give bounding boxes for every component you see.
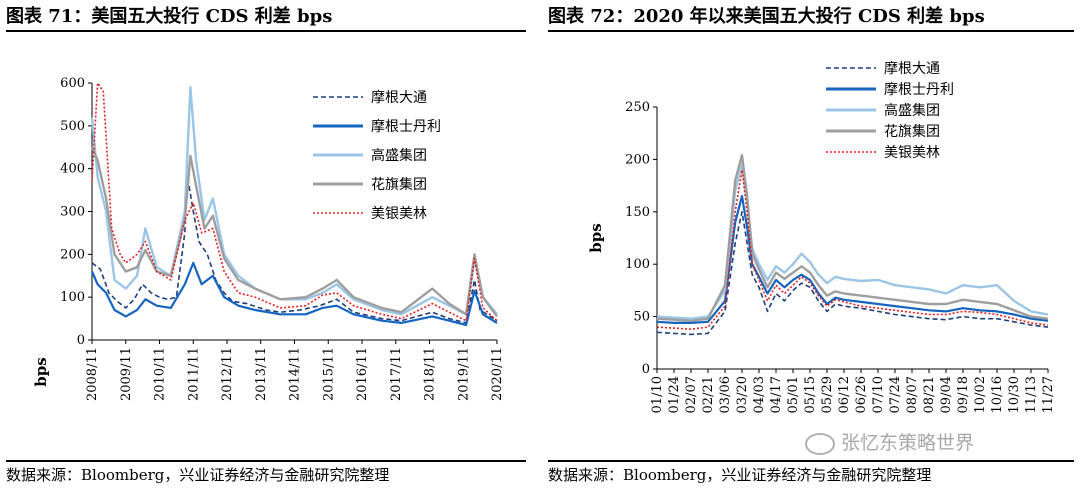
x-tick-label: 04/17 (769, 376, 784, 413)
x-tick-label: 01/24 (667, 376, 682, 413)
x-tick-label: 05/15 (803, 376, 818, 413)
y-tick-label: 200 (625, 152, 650, 167)
y-axis-label: bps (32, 357, 50, 386)
x-tick-label: 09/18 (956, 376, 971, 413)
series-line-1 (656, 211, 1049, 336)
title-rule-left (6, 30, 526, 32)
x-tick-label: 01/10 (650, 376, 665, 413)
y-tick-label: 100 (60, 290, 85, 305)
wechat-icon (805, 432, 835, 455)
chart-title-left: 图表 71：美国五大投行 CDS 利差 bps (6, 6, 333, 27)
x-tick-label: 04/03 (752, 376, 767, 413)
x-tick-label: 06/12 (837, 376, 852, 413)
x-tick-label: 05/29 (820, 376, 835, 413)
y-tick-label: 50 (633, 310, 650, 325)
y-tick-label: 100 (625, 257, 650, 272)
legend-label-2: 摩根士丹利 (884, 81, 954, 98)
x-tick-label: 03/20 (735, 376, 750, 413)
x-tick-label: 2013/11 (254, 347, 269, 401)
series-line-3 (90, 86, 498, 316)
series-line-5 (91, 82, 498, 322)
legend-label-1: 摩根大通 (884, 60, 940, 77)
legend-label-3: 高盛集团 (371, 147, 427, 164)
y-tick-label: 250 (625, 100, 650, 115)
x-tick-label: 2012/11 (220, 347, 235, 401)
x-tick-label: 2011/11 (186, 347, 201, 401)
x-tick-label: 2009/11 (119, 347, 134, 401)
source-rule-left (6, 460, 526, 462)
source-note-right: 数据来源：Bloomberg，兴业证券经济与金融研究院整理 (548, 466, 932, 484)
y-tick-label: 400 (60, 162, 85, 177)
legend-label-1: 摩根大通 (371, 89, 427, 106)
x-tick-label: 08/07 (905, 376, 920, 413)
y-tick-label: 150 (625, 205, 650, 220)
source-rule-right (548, 460, 1074, 462)
x-tick-label: 2015/11 (321, 347, 336, 401)
x-tick-label: 09/04 (939, 376, 954, 413)
y-tick-label: 600 (60, 76, 85, 91)
x-tick-label: 02/21 (701, 376, 716, 413)
source-note-left: 数据来源：Bloomberg，兴业证券经济与金融研究院整理 (6, 466, 390, 484)
x-tick-label: 06/26 (854, 376, 869, 413)
x-tick-label: 2016/11 (355, 347, 370, 401)
x-tick-label: 2014/11 (288, 347, 303, 401)
x-tick-label: 03/06 (718, 376, 733, 413)
series-line-4 (90, 146, 498, 318)
watermark: 张忆东策略世界 (805, 428, 974, 455)
x-tick-label: 07/10 (871, 376, 886, 413)
x-tick-label: 2017/11 (389, 347, 404, 401)
x-tick-label: 08/21 (922, 376, 937, 413)
cds-spread-chart-full: 0 100 200 300 400 500 600 bps 2008/11 2009/11 2010… (32, 76, 505, 401)
y-axis-label: bps (587, 223, 605, 252)
y-tick-label: 0 (77, 333, 85, 348)
series-line-3 (656, 163, 1049, 320)
x-tick-label: 10/30 (1007, 376, 1022, 413)
legend-label-5: 美银美林 (371, 206, 427, 222)
x-tick-label: 02/07 (684, 376, 699, 413)
series-line-4 (656, 154, 1049, 322)
legend-label-4: 花旗集团 (884, 123, 940, 140)
series-line-5 (656, 169, 1049, 330)
legend-label-3: 高盛集团 (884, 102, 940, 119)
legend-label-2: 摩根士丹利 (371, 118, 441, 135)
series-line-2 (656, 195, 1049, 324)
y-tick-label: 300 (60, 205, 85, 220)
x-tick-label: 05/01 (786, 376, 801, 413)
x-tick-label: 10/02 (973, 376, 988, 413)
x-tick-label: 11/13 (1024, 376, 1039, 413)
y-tick-label: 200 (60, 247, 85, 262)
watermark-text: 张忆东策略世界 (841, 432, 975, 454)
legend-label-4: 花旗集团 (371, 176, 427, 193)
x-tick-label: 2020/11 (490, 347, 505, 401)
y-tick-label: 0 (642, 362, 650, 377)
x-tick-label: 2008/11 (85, 347, 100, 401)
title-rule-right (548, 30, 1074, 32)
x-tick-label: 2010/11 (153, 347, 168, 401)
series-line-1 (91, 176, 498, 324)
y-tick-label: 500 (60, 119, 85, 134)
legend-label-5: 美银美林 (884, 145, 940, 161)
x-tick-label: 2019/11 (456, 347, 471, 401)
x-tick-label: 11/27 (1041, 376, 1056, 413)
series-line-2 (90, 261, 498, 327)
x-tick-label: 2018/11 (423, 347, 438, 401)
x-tick-label: 10/16 (990, 376, 1005, 413)
x-tick-label: 07/24 (888, 376, 903, 413)
chart-title-right: 图表 72：2020 年以来美国五大投行 CDS 利差 bps (548, 6, 985, 27)
